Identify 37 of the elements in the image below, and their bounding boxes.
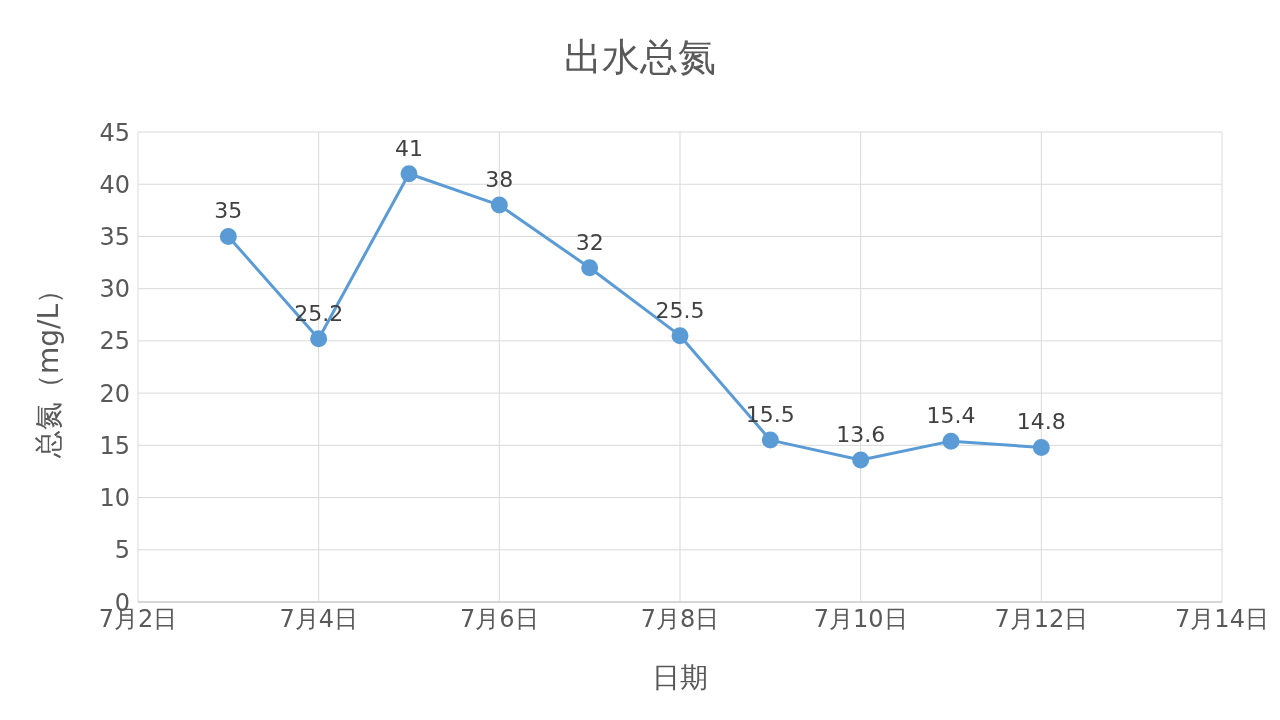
y-tick-label: 30: [99, 275, 130, 304]
x-tick-label: 7月14日: [1175, 605, 1269, 634]
y-tick-label: 45: [99, 118, 130, 147]
data-label: 15.5: [745, 402, 795, 428]
point: [852, 451, 870, 469]
point: [400, 165, 418, 183]
chart-title: 出水总氮: [563, 34, 717, 81]
x-tick-label: 7月12日: [994, 605, 1089, 634]
x-axis-title: 日期: [652, 661, 708, 694]
data-label: 38: [485, 167, 514, 193]
point: [310, 330, 328, 348]
point: [219, 227, 237, 245]
y-tick-label: 10: [99, 484, 130, 513]
data-label: 35: [214, 198, 243, 224]
y-tick-label: 35: [99, 222, 130, 251]
x-tick-label: 7月4日: [279, 605, 358, 634]
data-label: 32: [575, 229, 604, 255]
y-tick-label: 15: [99, 431, 130, 460]
y-tick-label: 5: [114, 536, 130, 565]
y-tick-label: 20: [99, 379, 130, 408]
x-tick-label: 7月10日: [813, 605, 908, 634]
y-axis-title: 总氮（mg/L）: [31, 275, 65, 460]
data-label: 14.8: [1016, 409, 1066, 435]
point: [490, 196, 508, 214]
y-tick-label: 40: [99, 170, 130, 199]
point: [581, 259, 599, 277]
data-label: 13.6: [836, 421, 886, 447]
y-tick-label: 25: [99, 327, 130, 356]
point: [1032, 438, 1050, 456]
x-tick-label: 7月6日: [460, 605, 539, 634]
data-label: 15.4: [926, 403, 976, 429]
x-tick-label: 7月8日: [640, 605, 720, 634]
data-label: 41: [395, 135, 423, 161]
point: [942, 432, 960, 450]
point: [671, 327, 689, 345]
data-label: 25.5: [655, 297, 705, 323]
point: [761, 431, 779, 449]
